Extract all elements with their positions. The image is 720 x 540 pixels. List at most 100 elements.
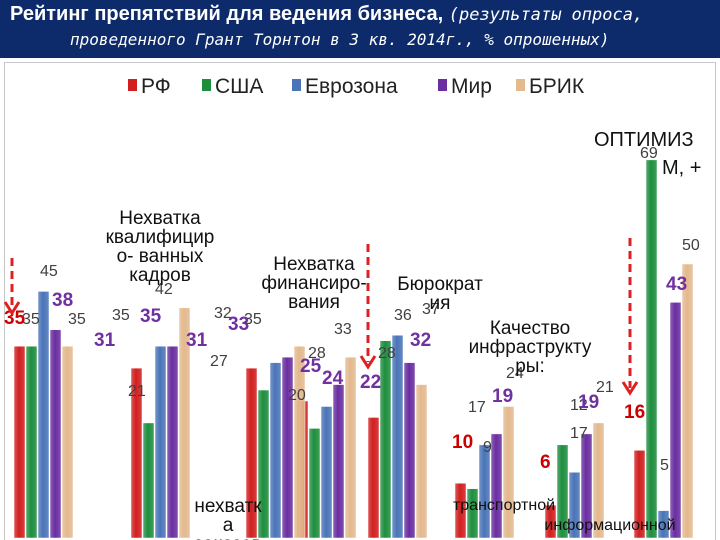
legend-label: Еврозона (305, 75, 398, 98)
value-label: 25 (300, 356, 322, 377)
bar-США (142, 422, 155, 539)
category-label: Нехватка (119, 208, 201, 229)
arrow-head (359, 355, 377, 370)
bar-БРИК (344, 356, 357, 539)
value-label: 9 (483, 439, 492, 456)
category-label: информационной (544, 517, 675, 534)
bar-США (645, 159, 658, 539)
value-label: 69 (640, 145, 658, 162)
value-label: 16 (624, 402, 645, 423)
value-label: 35 (244, 311, 262, 328)
bar-Мир (281, 356, 294, 539)
category-label: финансиро- (261, 273, 366, 294)
title-main: Рейтинг препятствий для ведения бизнеса, (10, 3, 444, 25)
category-label: ОПТИМИЗ (594, 129, 694, 151)
legend-swatch (128, 79, 137, 91)
bar-БРИК (502, 406, 515, 539)
value-label: 37 (422, 301, 440, 318)
value-label: 38 (52, 290, 73, 311)
bar-РФ (130, 367, 143, 539)
value-label: 22 (360, 372, 381, 393)
value-label: 19 (578, 392, 599, 413)
value-label: 36 (394, 307, 412, 324)
legend-swatch (438, 79, 447, 91)
title-sub: (результаты опроса, (448, 5, 644, 25)
bar-Мир (166, 345, 179, 539)
legend-swatch (292, 79, 301, 91)
bar-Еврозона (391, 334, 404, 539)
legend-swatch (516, 79, 525, 91)
bar-США (466, 488, 479, 539)
arrow-head (621, 381, 639, 396)
bar-США (308, 428, 321, 539)
category-label: ия (430, 293, 451, 314)
bar-БРИК (592, 422, 605, 539)
value-label: 35 (22, 311, 40, 328)
value-label: 17 (468, 399, 486, 416)
value-label: 42 (155, 281, 173, 298)
bar-БРИК (415, 384, 428, 539)
bar-Еврозона (568, 471, 581, 539)
value-label: 32 (410, 330, 431, 351)
bar-РФ (245, 367, 258, 539)
value-label: 21 (596, 379, 614, 396)
bar-БРИК (61, 345, 74, 539)
bar-Еврозона (320, 406, 333, 539)
category-label: ры: (515, 356, 545, 377)
value-label: 35 (4, 308, 26, 329)
bar-Еврозона (657, 510, 670, 539)
value-label: 28 (378, 345, 396, 362)
bar-Еврозона (37, 291, 50, 539)
bar-Мир (403, 362, 416, 539)
value-label: 35 (68, 311, 86, 328)
bar-РФ (544, 504, 557, 539)
category-label: нехватк (194, 496, 262, 517)
value-label: 33 (228, 314, 249, 335)
value-label: 17 (570, 425, 588, 442)
value-label: 31 (186, 330, 208, 351)
value-label: 32 (214, 305, 232, 322)
value-label: 27 (210, 353, 228, 370)
bar-Еврозона (478, 444, 491, 539)
bar-РФ (367, 417, 380, 539)
legend-label: США (215, 75, 263, 98)
value-label: 24 (506, 365, 524, 382)
bar-Мир (669, 302, 682, 539)
value-label: 21 (128, 383, 146, 400)
value-label: 6 (540, 452, 551, 473)
bar-США (25, 345, 38, 539)
category-label: вания (288, 292, 340, 313)
page-title: Рейтинг препятствий для ведения бизнеса,… (10, 3, 643, 26)
category-label: о- ванных (117, 246, 204, 267)
legend-swatch (202, 79, 211, 91)
bar-Еврозона (269, 362, 282, 539)
value-label: 50 (682, 237, 700, 254)
bar-Мир (332, 384, 345, 539)
bar-США (379, 340, 392, 539)
bar-БРИК (293, 345, 306, 539)
value-label: 24 (322, 368, 344, 389)
category-label: М, + (662, 157, 701, 179)
bar-БРИК (681, 263, 694, 539)
category-label: кадров (129, 265, 191, 286)
bar-США (556, 444, 569, 539)
value-label: 5 (660, 457, 669, 474)
bar-США (257, 389, 270, 539)
bar-РФ (454, 482, 467, 539)
bar-РФ (13, 345, 26, 539)
bar-Еврозона (154, 345, 167, 539)
value-label: 19 (492, 386, 513, 407)
value-label: 20 (288, 387, 306, 404)
category-label: Нехватка (273, 254, 355, 275)
bar-Мир (490, 433, 503, 539)
chart-frame (4, 62, 716, 540)
category-label: транспортной (453, 497, 555, 514)
value-label: 35 (140, 306, 162, 327)
value-label: 35 (112, 307, 130, 324)
value-label: 43 (666, 274, 687, 295)
legend-label: Мир (451, 75, 492, 98)
category-label: Бюрократ (397, 274, 483, 295)
category-label: инфраструкту (469, 337, 592, 358)
value-label: 28 (308, 345, 326, 362)
